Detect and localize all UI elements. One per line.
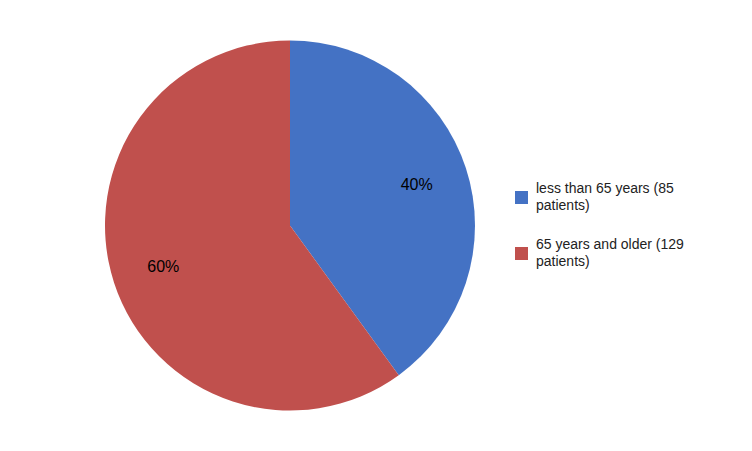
data-labels: 40% 60% [147, 176, 432, 275]
legend-label-line: patients) [536, 197, 590, 213]
legend-swatch [515, 191, 528, 204]
pie [105, 41, 475, 411]
legend: less than 65 years (85patients)65 years … [515, 180, 684, 269]
pie-slice [105, 41, 399, 411]
legend-label: less than 65 years (85patients) [536, 180, 674, 213]
legend-label-line: less than 65 years (85 [536, 180, 674, 196]
legend-label: 65 years and older (129patients) [536, 236, 684, 269]
legend-swatch [515, 247, 528, 260]
legend-label-line: patients) [536, 253, 590, 269]
chart: 40%60%less than 65 years (85patients)65 … [0, 0, 752, 451]
legend-item: less than 65 years (85patients) [515, 180, 674, 213]
data-label: 40% [401, 176, 433, 193]
legend-item: 65 years and older (129patients) [515, 236, 684, 269]
data-label: 60% [147, 258, 179, 275]
legend-label-line: 65 years and older (129 [536, 236, 684, 252]
